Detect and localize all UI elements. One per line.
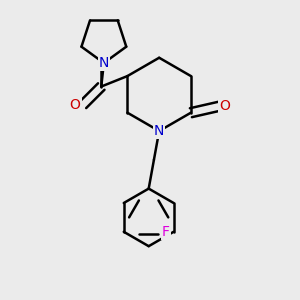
Text: N: N	[99, 56, 109, 70]
Text: N: N	[154, 124, 164, 138]
Text: O: O	[220, 99, 230, 113]
Text: F: F	[162, 225, 170, 239]
Text: O: O	[70, 98, 80, 112]
